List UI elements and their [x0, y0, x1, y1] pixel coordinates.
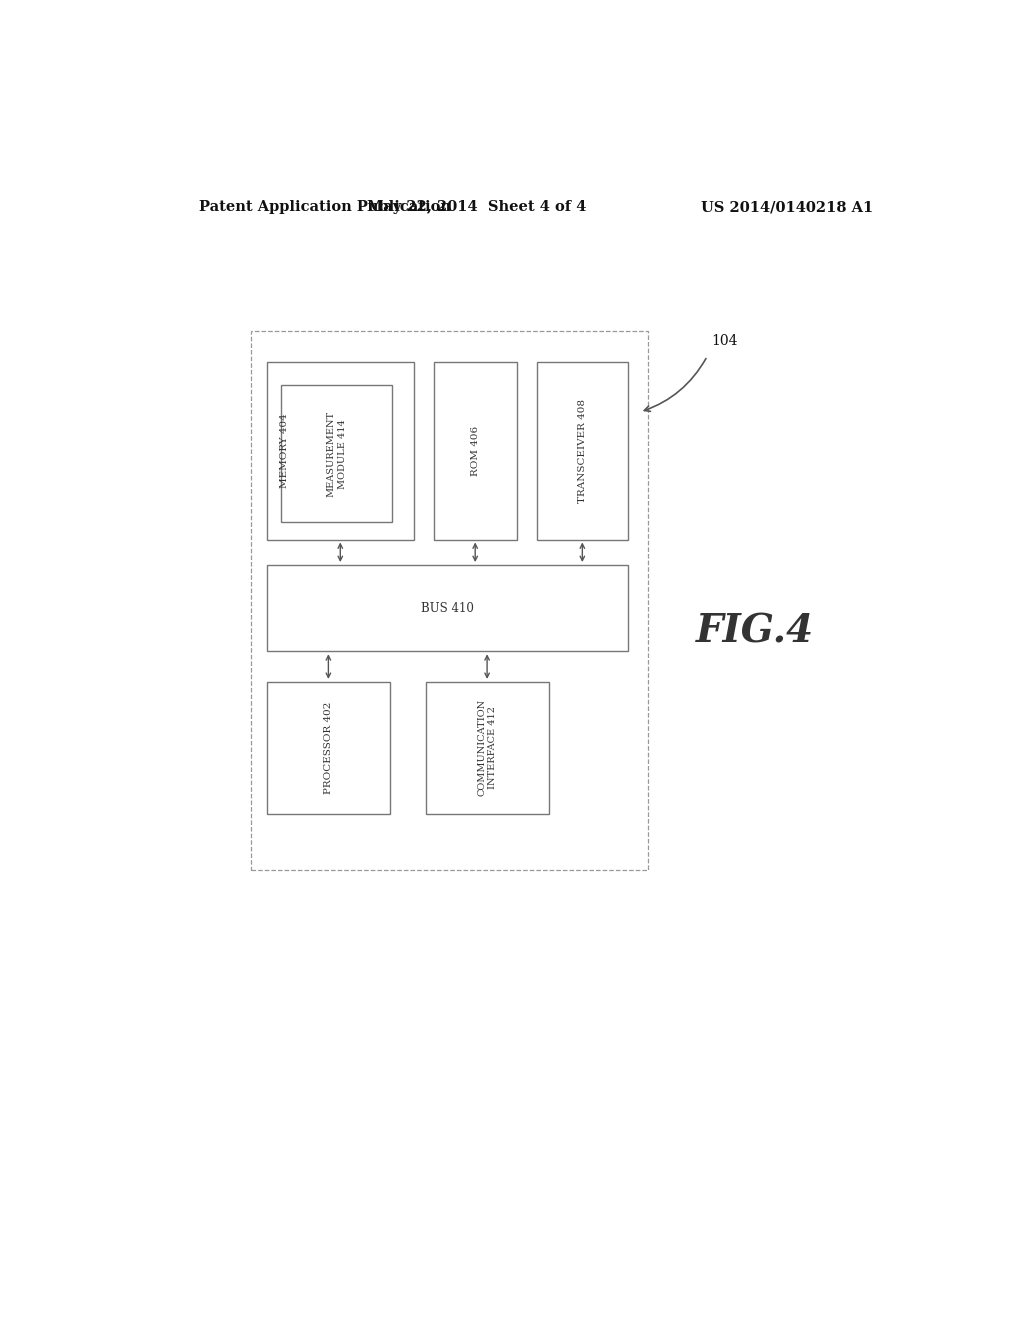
Text: ROM 406: ROM 406: [471, 425, 479, 475]
Bar: [251, 331, 648, 870]
Text: MEASUREMENT
MODULE 414: MEASUREMENT MODULE 414: [327, 411, 347, 496]
Bar: [537, 362, 628, 540]
Text: FIG.4: FIG.4: [696, 612, 814, 649]
Text: Patent Application Publication: Patent Application Publication: [200, 201, 452, 214]
Text: May 22, 2014  Sheet 4 of 4: May 22, 2014 Sheet 4 of 4: [368, 201, 587, 214]
Text: BUS 410: BUS 410: [421, 602, 474, 615]
Text: US 2014/0140218 A1: US 2014/0140218 A1: [700, 201, 872, 214]
Bar: [267, 362, 414, 540]
Text: MEMORY 404: MEMORY 404: [280, 413, 289, 488]
Bar: [426, 682, 549, 814]
Text: TRANSCEIVER 408: TRANSCEIVER 408: [578, 399, 587, 503]
Bar: [267, 682, 390, 814]
Text: COMMUNICATION
INTERFACE 412: COMMUNICATION INTERFACE 412: [477, 700, 498, 796]
Bar: [267, 565, 628, 651]
Bar: [282, 385, 392, 523]
Text: 104: 104: [712, 334, 738, 348]
Text: PROCESSOR 402: PROCESSOR 402: [324, 702, 333, 795]
Bar: [433, 362, 517, 540]
